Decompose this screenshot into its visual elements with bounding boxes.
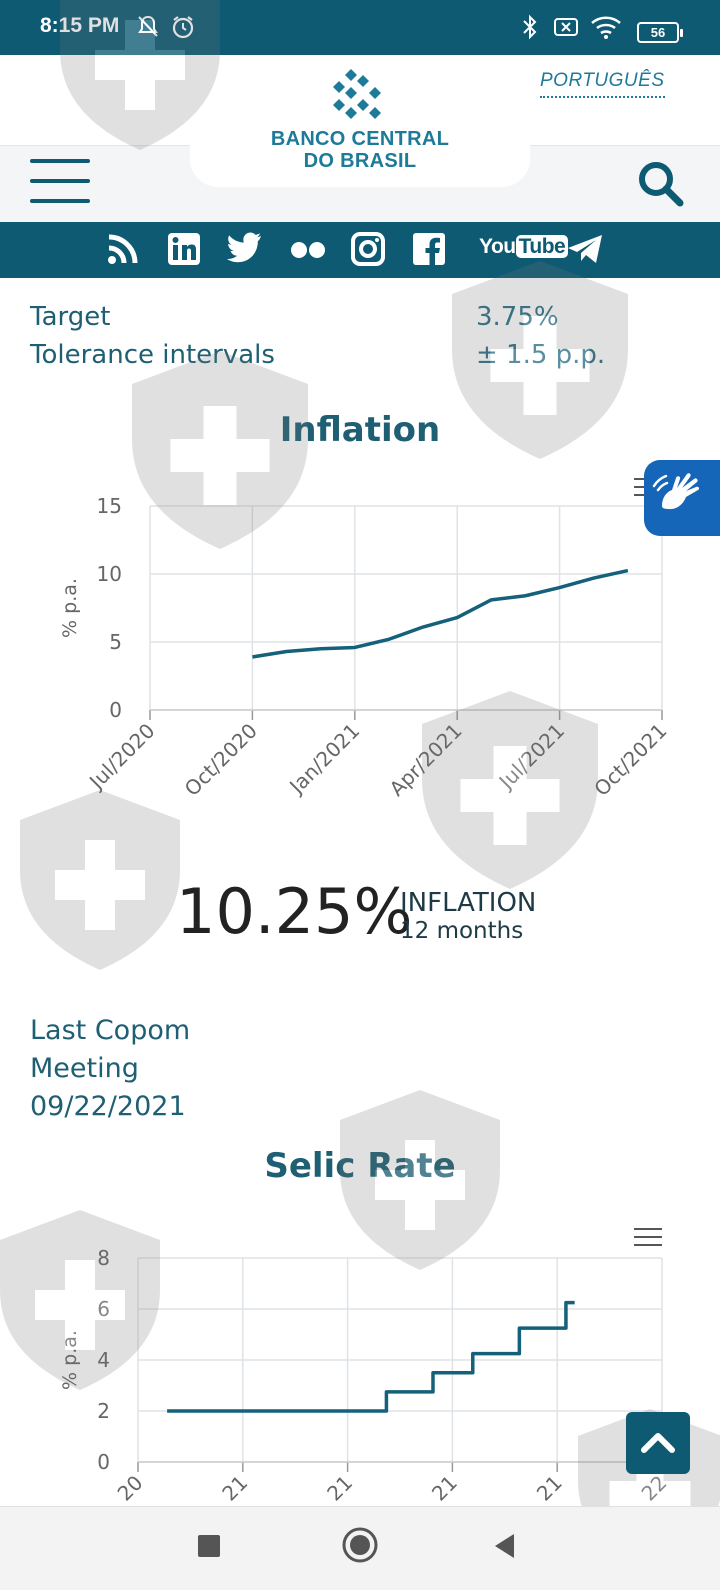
menu-bar: [30, 159, 90, 163]
home-button[interactable]: [340, 1525, 380, 1565]
inflation-label: INFLATION: [400, 888, 537, 918]
target-value: 3.75%: [476, 302, 559, 332]
tolerance-label: Tolerance intervals: [30, 340, 275, 370]
shield-watermark-icon: [132, 351, 308, 549]
shield-watermark-icon: [340, 1090, 500, 1270]
menu-bar: [634, 1228, 662, 1230]
x-tick-label: 20: [113, 1471, 148, 1506]
x-tick-label: 21: [427, 1471, 462, 1506]
youtube-icon[interactable]: You Tube: [479, 235, 569, 259]
y-tick-label: 0: [97, 1450, 110, 1474]
x-tick-label: 21: [217, 1471, 252, 1506]
copom-date: 09/22/2021: [30, 1091, 186, 1122]
shield-watermark-icon: [0, 1210, 160, 1390]
sign-language-icon: [652, 473, 700, 510]
flickr-icon[interactable]: [290, 240, 326, 264]
selic-chart-title: Selic Rate: [264, 1146, 455, 1186]
telegram-icon[interactable]: [566, 232, 604, 270]
youtube-tube-text: Tube: [515, 235, 569, 258]
inflation-chart-title: Inflation: [279, 410, 441, 450]
copom-line-1: Last Copom: [30, 1015, 191, 1046]
back-to-top-button[interactable]: [626, 1412, 690, 1474]
search-icon: [639, 162, 684, 207]
x-tick-label: 21: [322, 1471, 357, 1506]
shield-watermark-icon: [422, 691, 598, 889]
logo-line-2: DO BRASIL: [303, 150, 417, 172]
shield-watermark-icon: [20, 790, 180, 970]
instagram-icon[interactable]: [351, 232, 385, 270]
inflation-value: 10.25%: [176, 875, 413, 948]
youtube-you-text: You: [479, 235, 516, 258]
menu-bar: [634, 1236, 662, 1238]
social-bar: You Tube: [0, 222, 720, 278]
target-label: Target: [30, 302, 111, 332]
bcb-logo-icon[interactable]: [331, 67, 387, 127]
inflation-period: 12 months: [400, 918, 524, 944]
search-button[interactable]: [636, 159, 686, 213]
header-notch: [190, 135, 530, 187]
y-tick-label: 6: [97, 1297, 110, 1321]
bell-off-icon: [136, 14, 160, 44]
inflation-chart: 051015Jul/2020Oct/2020Jan/2021Apr/2021Ju…: [59, 494, 672, 801]
status-bar: 8:15 PM 56: [0, 0, 720, 55]
y-tick-label: 4: [97, 1348, 110, 1372]
back-button[interactable]: [490, 1531, 520, 1561]
y-tick-label: 15: [97, 494, 122, 518]
accessibility-button[interactable]: [644, 460, 720, 536]
y-tick-label: 10: [97, 562, 122, 586]
site-header: BANCO CENTRAL DO BRASIL PORTUGUÊS: [0, 55, 720, 222]
last-copom-meeting: Last Copom Meeting 09/22/2021: [30, 1012, 190, 1126]
y-tick-label: 5: [109, 630, 122, 654]
recent-apps-button[interactable]: [196, 1533, 222, 1559]
y-tick-label: 0: [109, 698, 122, 722]
selic-chart: 02468202121212122% p.a.: [59, 1246, 672, 1506]
menu-bar: [30, 179, 90, 183]
x-tick-label: Jan/2021: [283, 719, 364, 800]
menu-button[interactable]: [30, 159, 90, 205]
facebook-icon[interactable]: [412, 232, 446, 270]
twitter-icon[interactable]: [226, 232, 262, 268]
wifi-icon: [590, 14, 622, 44]
language-link[interactable]: PORTUGUÊS: [540, 70, 665, 98]
menu-bar: [30, 199, 90, 203]
chevron-up-icon: [641, 1433, 675, 1453]
status-time: 8:15 PM: [40, 14, 119, 38]
bluetooth-icon: [520, 14, 540, 44]
tolerance-value: ± 1.5 p.p.: [476, 340, 605, 370]
shield-watermark-icon: [452, 261, 628, 459]
y-axis-label: % p.a.: [59, 578, 81, 638]
series-line: [252, 568, 629, 659]
y-tick-label: 2: [97, 1399, 110, 1423]
selic-chart-menu-button[interactable]: [634, 1228, 662, 1248]
shield-watermark-icon: [60, 0, 220, 150]
copom-line-2: Meeting: [30, 1053, 139, 1084]
y-axis-label: % p.a.: [59, 1330, 81, 1390]
alarm-icon: [170, 14, 196, 44]
linkedin-icon[interactable]: [167, 232, 201, 270]
menu-bar: [634, 1244, 662, 1246]
y-tick-label: 8: [97, 1246, 110, 1270]
data-off-icon: [553, 14, 579, 44]
logo-line-1: BANCO CENTRAL: [270, 128, 450, 150]
battery-indicator: 56: [637, 22, 683, 43]
bcb-logo-text[interactable]: BANCO CENTRAL DO BRASIL: [230, 128, 490, 172]
rss-icon[interactable]: [106, 232, 140, 270]
series-line: [167, 1300, 575, 1413]
android-nav-bar: [0, 1506, 720, 1590]
